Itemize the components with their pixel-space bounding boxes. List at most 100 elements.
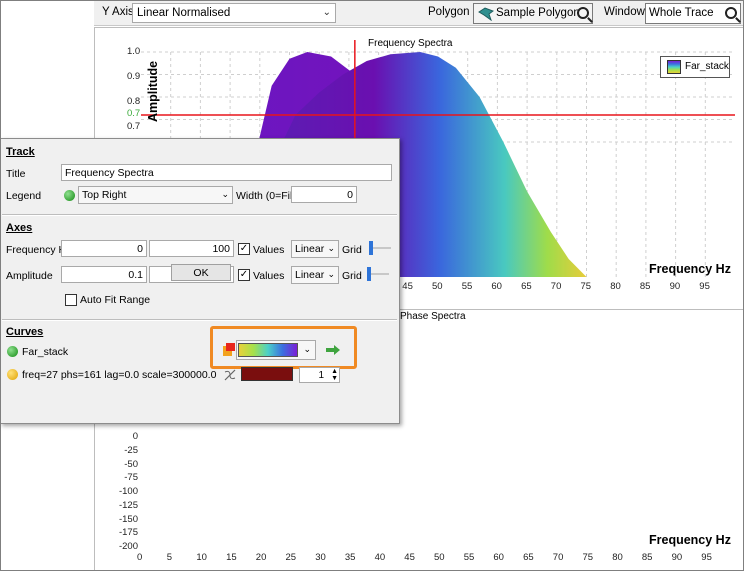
y-tick: 0	[132, 431, 138, 442]
yellow-dot-icon	[7, 369, 18, 380]
x-tick: 75	[582, 552, 594, 563]
amplitude-min-input[interactable]: 0.1	[61, 266, 147, 283]
grid-label: Grid	[342, 244, 362, 256]
sample-polygon-button[interactable]: Sample Polygon	[473, 3, 593, 24]
frequency-max-input[interactable]: 100	[149, 240, 234, 257]
green-dot-icon	[7, 346, 18, 357]
curve-far-stack[interactable]: Far_stack	[22, 346, 69, 358]
x-tick: 45	[402, 281, 413, 292]
x-tick: 5	[166, 552, 172, 563]
auto-fit-checkbox[interactable]	[65, 294, 77, 306]
yaxis-select[interactable]: Linear Normalised ⌄	[132, 3, 336, 23]
toolbar: Y Axis Linear Normalised ⌄ Polygon Sampl…	[94, 0, 744, 26]
polygon-button-label: Sample Polygon	[496, 7, 580, 19]
chevron-down-icon: ⌄	[322, 7, 331, 18]
x-tick: 45	[404, 552, 415, 563]
x-tick: 85	[641, 552, 653, 563]
frequency-label: Frequency Hz	[6, 244, 72, 256]
x-tick: 95	[701, 552, 712, 563]
x-tick: 95	[699, 281, 710, 292]
slider-thumb[interactable]	[369, 241, 373, 255]
y-tick: -125	[118, 499, 138, 511]
amplitude-label: Amplitude	[6, 270, 53, 282]
chevron-down-icon: ⌄	[221, 189, 229, 199]
amplitude-scale-select[interactable]: Linear ⌄	[291, 266, 339, 284]
title-label: Title	[6, 168, 26, 180]
window-field[interactable]: Whole Trace	[645, 3, 741, 24]
fill-color-icon[interactable]	[223, 343, 235, 357]
arrow-right-icon[interactable]	[326, 345, 340, 355]
x-tick: 90	[671, 552, 683, 563]
yaxis-value: Linear Normalised	[137, 7, 231, 19]
spin-value: 1	[318, 370, 324, 381]
y-tick: -200	[118, 541, 138, 552]
polygon-label: Polygon	[428, 6, 470, 18]
x-tick: 55	[461, 281, 473, 292]
colormap-swatch	[238, 343, 298, 357]
window-value: Whole Trace	[649, 7, 714, 19]
frequency-min-input[interactable]: 0	[61, 240, 147, 257]
spin-arrows-icon[interactable]: ▲ ▼	[331, 368, 338, 382]
y-tick: 0.9	[127, 71, 141, 82]
grid-label: Grid	[342, 270, 362, 282]
frequency-values-checkbox[interactable]: ✓	[238, 243, 250, 255]
chevron-down-icon: ⌄	[303, 344, 311, 354]
line-style-icon[interactable]	[223, 368, 237, 382]
auto-fit-label: Auto Fit Range	[80, 294, 151, 306]
legend-swatch	[667, 60, 681, 74]
search-icon	[725, 7, 737, 19]
y-tick: 0.8	[127, 96, 141, 107]
x-tick: 20	[255, 552, 267, 563]
title-input[interactable]: Frequency Spectra	[61, 164, 392, 181]
x-tick: 15	[226, 552, 237, 563]
search-icon	[577, 7, 589, 19]
amplitude-grid-slider[interactable]	[367, 267, 389, 281]
line-width-spinner[interactable]: 1 ▲ ▼	[299, 367, 340, 383]
x-tick: 70	[552, 552, 564, 563]
x-tick: 70	[550, 281, 562, 292]
amplitude-axis-title: Amplitude	[146, 60, 160, 122]
track-heading: Track	[6, 146, 35, 158]
divider	[2, 214, 397, 216]
ok-button[interactable]: OK	[171, 264, 231, 281]
scale-value: Linear	[295, 269, 325, 281]
legend-select[interactable]: Top Right ⌄	[78, 186, 233, 204]
frequency-grid-slider[interactable]	[369, 241, 391, 255]
y-tick: -75	[124, 472, 138, 484]
x-tick: 80	[610, 281, 621, 292]
slider-thumb[interactable]	[367, 267, 371, 281]
x-tick: 65	[523, 552, 534, 563]
x-tick: 85	[639, 281, 651, 292]
x-tick: 60	[491, 281, 502, 292]
width-input[interactable]: 0	[291, 186, 357, 203]
y-tick: -175	[118, 527, 138, 539]
values-label: Values	[253, 244, 285, 256]
curve-synthetic[interactable]: freq=27 phs=161 lag=0.0 scale=300000.0	[22, 369, 217, 381]
frequency-chart-title: Frequency Spectra	[368, 38, 453, 49]
x-tick: 30	[315, 552, 326, 563]
values-label: Values	[253, 270, 285, 282]
y-tick: -100	[118, 486, 138, 497]
width-label: Width (0=Fill)	[236, 190, 299, 202]
x-tick: 55	[463, 552, 475, 563]
x-tick: 10	[196, 552, 207, 563]
x-tick: 0	[137, 552, 143, 563]
green-dot-icon	[64, 190, 75, 201]
x-tick: 65	[521, 281, 532, 292]
x-tick: 80	[612, 552, 623, 563]
x-tick: 40	[374, 552, 386, 563]
line-color-swatch[interactable]	[241, 367, 293, 381]
marked-value: 0.7	[127, 108, 141, 119]
x-tick: 60	[493, 552, 504, 563]
window-label: Window	[604, 6, 645, 18]
legend-label: Legend	[6, 190, 42, 202]
frequency-scale-select[interactable]: Linear ⌄	[291, 240, 339, 258]
y-tick: -50	[124, 458, 138, 470]
polygon-icon	[478, 7, 494, 21]
scale-value: Linear	[295, 243, 325, 255]
legend: Far_stack	[660, 56, 730, 78]
x-tick: 35	[344, 552, 356, 563]
chevron-down-icon: ⌄	[327, 243, 335, 253]
amplitude-values-checkbox[interactable]: ✓	[238, 269, 250, 281]
yaxis-label: Y Axis	[102, 6, 134, 18]
